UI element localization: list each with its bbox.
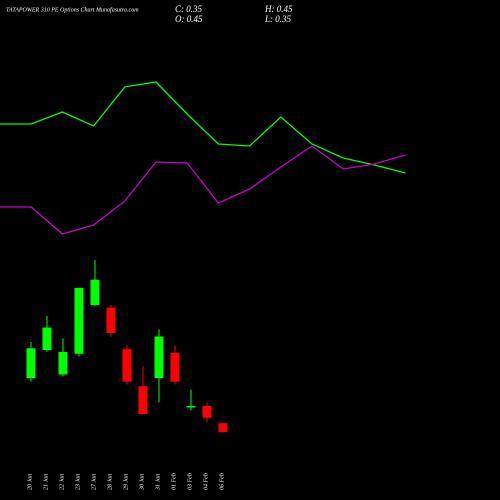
candle-body (170, 352, 180, 382)
candle-body (106, 307, 116, 333)
candle-body (154, 336, 164, 379)
chart-title: TATAPOWER 310 PE Options Chart Munafasut… (6, 6, 139, 13)
candle-body (138, 386, 148, 415)
candle-body (218, 423, 228, 433)
x-tick-label: 22 Jan (59, 474, 65, 490)
x-tick-label: 30 Jan (139, 474, 145, 491)
candle-body (74, 287, 84, 354)
x-tick-label: 06 Feb (219, 473, 225, 490)
candle-body (42, 327, 52, 351)
candle-body (58, 351, 68, 375)
x-tick-label: 23 Jan (75, 474, 81, 490)
candle-body (90, 279, 100, 306)
x-tick-label: 21 Jan (43, 474, 49, 490)
line-series (0, 81, 406, 174)
x-tick-label: 20 Jan (27, 474, 33, 490)
x-tick-label: 27 Jan (91, 474, 97, 490)
candle-body (186, 406, 196, 408)
x-tick-label: 01 Feb (171, 473, 177, 490)
x-tick-label: 03 Feb (187, 473, 193, 490)
ohlc-label: C: 0.35 (175, 4, 203, 14)
candle-body (122, 349, 132, 382)
candle-body (202, 406, 212, 418)
ohlc-label: H: 0.45 (264, 4, 293, 14)
ohlc-label: O: 0.45 (175, 14, 203, 24)
x-tick-label: 31 Jan (155, 474, 161, 491)
x-tick-label: 28 Jan (107, 474, 113, 490)
line-series (0, 145, 406, 235)
x-tick-label: 29 Jan (123, 474, 129, 490)
x-tick-label: 04 Feb (202, 473, 209, 490)
candle-body (26, 348, 36, 379)
ohlc-label: L: 0.35 (264, 14, 292, 24)
